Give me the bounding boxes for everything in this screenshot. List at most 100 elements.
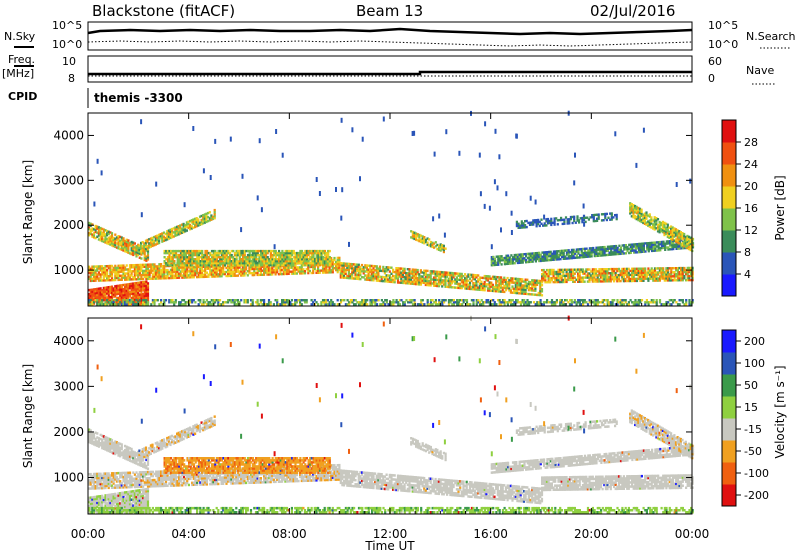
echo-cell: [516, 299, 519, 302]
echo-cell: [529, 254, 533, 257]
echo-cell: [646, 242, 649, 245]
echo-cell: [370, 264, 373, 268]
echo-cell: [524, 280, 527, 283]
echo-cell: [349, 262, 352, 266]
echo-cell: [314, 249, 317, 253]
echo-cell: [388, 274, 391, 277]
echo-cell: [91, 273, 94, 276]
echo-cell: [153, 265, 156, 268]
echo-cell: [104, 292, 107, 295]
echo-cell: [575, 301, 578, 304]
echo-cell: [125, 242, 128, 246]
echo-cell: [688, 303, 691, 306]
echo-cell: [289, 266, 292, 269]
echo-cell: [320, 256, 323, 259]
echo-cell: [97, 297, 100, 300]
echo-cell: [544, 253, 547, 256]
echo-cell: [305, 299, 308, 302]
echo-cell: [178, 264, 181, 267]
echo-cell: [644, 301, 647, 304]
echo-cell: [174, 234, 177, 237]
echo-cell: [117, 243, 120, 246]
echo-cell: [670, 299, 673, 302]
echo-cell: [524, 301, 527, 304]
echo-cell: [124, 239, 127, 243]
echo-cell: [130, 299, 133, 302]
echo-cell: [271, 256, 274, 259]
echo-cell: [122, 299, 125, 302]
echo-cell: [168, 249, 171, 253]
echo-cell: [547, 252, 551, 256]
echo-cell: [449, 277, 452, 281]
echo-cell: [506, 283, 509, 286]
echo-cell: [372, 275, 375, 278]
echo-cell: [109, 270, 112, 274]
echo-cell: [505, 260, 508, 264]
echo-cell: [263, 253, 266, 257]
echo-cell: [617, 269, 621, 273]
echo-cell: [650, 275, 653, 278]
echo-cell: [665, 269, 668, 272]
echo-cell: [274, 262, 277, 265]
echo-cell: [624, 299, 627, 302]
echo-cell: [626, 247, 629, 251]
echo-cell: [572, 248, 575, 252]
echo-cell: [294, 268, 297, 271]
echo-cell: [540, 284, 544, 287]
echo-cell: [148, 265, 151, 268]
echo-cell: [401, 279, 404, 283]
echo-cell: [342, 274, 346, 277]
echo-cell: [377, 279, 380, 282]
echo-cell: [266, 267, 269, 270]
echo-cell: [449, 285, 452, 289]
echo-cell: [182, 266, 186, 269]
echo-cell: [393, 278, 396, 282]
echo-cell: [675, 243, 678, 246]
echo-cell: [586, 272, 589, 275]
echo-cell: [583, 276, 586, 279]
echo-cell: [145, 280, 148, 283]
echo-cell: [493, 261, 497, 265]
echo-cell: [503, 286, 506, 290]
echo-cell: [621, 271, 624, 275]
echo-cell: [554, 252, 557, 255]
echo-cell: [135, 283, 138, 287]
echo-cell: [290, 266, 293, 269]
echo-cell: [356, 265, 359, 268]
echo-cell: [240, 268, 243, 271]
echo-cell: [631, 277, 634, 281]
echo-cell: [305, 264, 308, 267]
echo-cell: [88, 275, 91, 279]
echo-cell: [528, 252, 531, 255]
echo-cell: [424, 273, 427, 276]
echo-cell: [544, 259, 547, 262]
echo-cell: [109, 239, 112, 242]
echo-cell: [536, 301, 539, 304]
echo-cell: [326, 303, 329, 306]
echo-cell: [503, 284, 506, 288]
echo-cell: [120, 278, 123, 281]
echo-cell: [669, 248, 672, 251]
echo-cell: [559, 280, 562, 284]
echo-cell: [269, 253, 272, 257]
echo-cell: [647, 248, 650, 251]
echo-cell: [173, 264, 176, 267]
echo-cell: [210, 275, 213, 278]
echo-cell: [356, 273, 359, 276]
echo-cell: [310, 265, 313, 269]
echo-cell: [657, 271, 660, 274]
echo-cell: [155, 267, 158, 270]
echo-cell: [258, 273, 261, 277]
echo-cell: [96, 289, 99, 293]
echo-cell: [464, 287, 467, 290]
echo-cell: [611, 299, 614, 302]
echo-cell: [603, 245, 606, 249]
echo-cell: [518, 284, 521, 287]
echo-cell: [450, 286, 454, 289]
echo-cell: [375, 303, 379, 306]
echo-cell: [109, 237, 112, 240]
echo-cell: [276, 299, 279, 302]
echo-cell: [561, 249, 564, 253]
echo-cell: [297, 262, 300, 265]
echo-cell: [315, 256, 318, 259]
